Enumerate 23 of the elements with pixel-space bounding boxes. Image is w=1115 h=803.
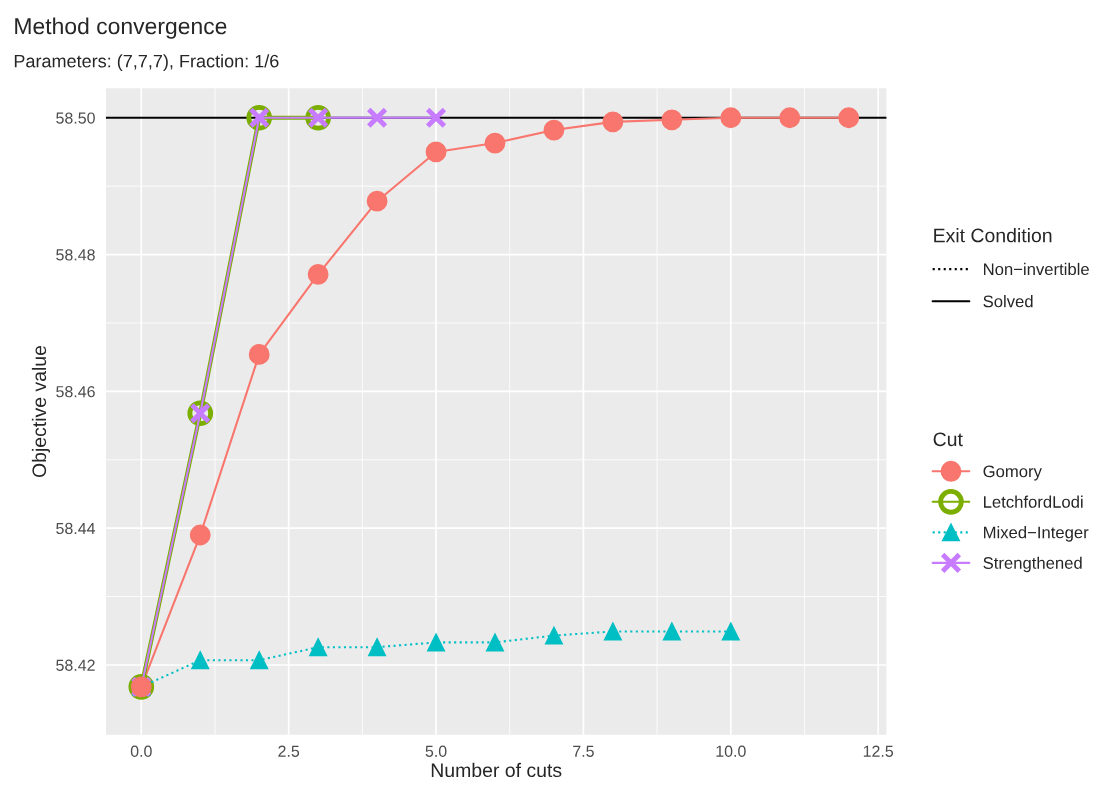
y-tick-label: 58.46 [56, 385, 95, 398]
x-tick-label: 10.0 [716, 745, 746, 757]
x-axis-title: Number of cuts [431, 762, 562, 778]
legend-label: Gomory [983, 465, 1042, 481]
legend-label: LetchfordLodi [984, 495, 1083, 508]
chart-title: Method convergence [15, 17, 227, 39]
text: Solved [983, 295, 1033, 308]
text: Non−invertible [984, 262, 1089, 276]
legend-label: Mixed−Integer [984, 526, 1089, 542]
y-tick-label: 58.50 [56, 112, 95, 124]
x-tick-label: 7.5 [573, 745, 594, 757]
x-tick-label: 5.0 [425, 745, 447, 757]
y-axis-title: Objective value [31, 345, 50, 478]
x-tick-label: 2.5 [278, 745, 300, 757]
y-tick-label: 58.42 [56, 659, 95, 671]
x-tick-label: 0.0 [130, 745, 152, 757]
x-tick-label: 12.5 [863, 745, 894, 757]
y-tick-label: 58.44 [56, 522, 96, 535]
chart-subtitle: Parameters: (7,7,7), Fraction: 1/6 [14, 54, 279, 72]
legend-label: Strengthened [983, 556, 1082, 573]
text: Exit Condition [934, 228, 1052, 243]
y-tick-label: 58.48 [56, 249, 95, 261]
legend-title: Cut [933, 432, 963, 447]
